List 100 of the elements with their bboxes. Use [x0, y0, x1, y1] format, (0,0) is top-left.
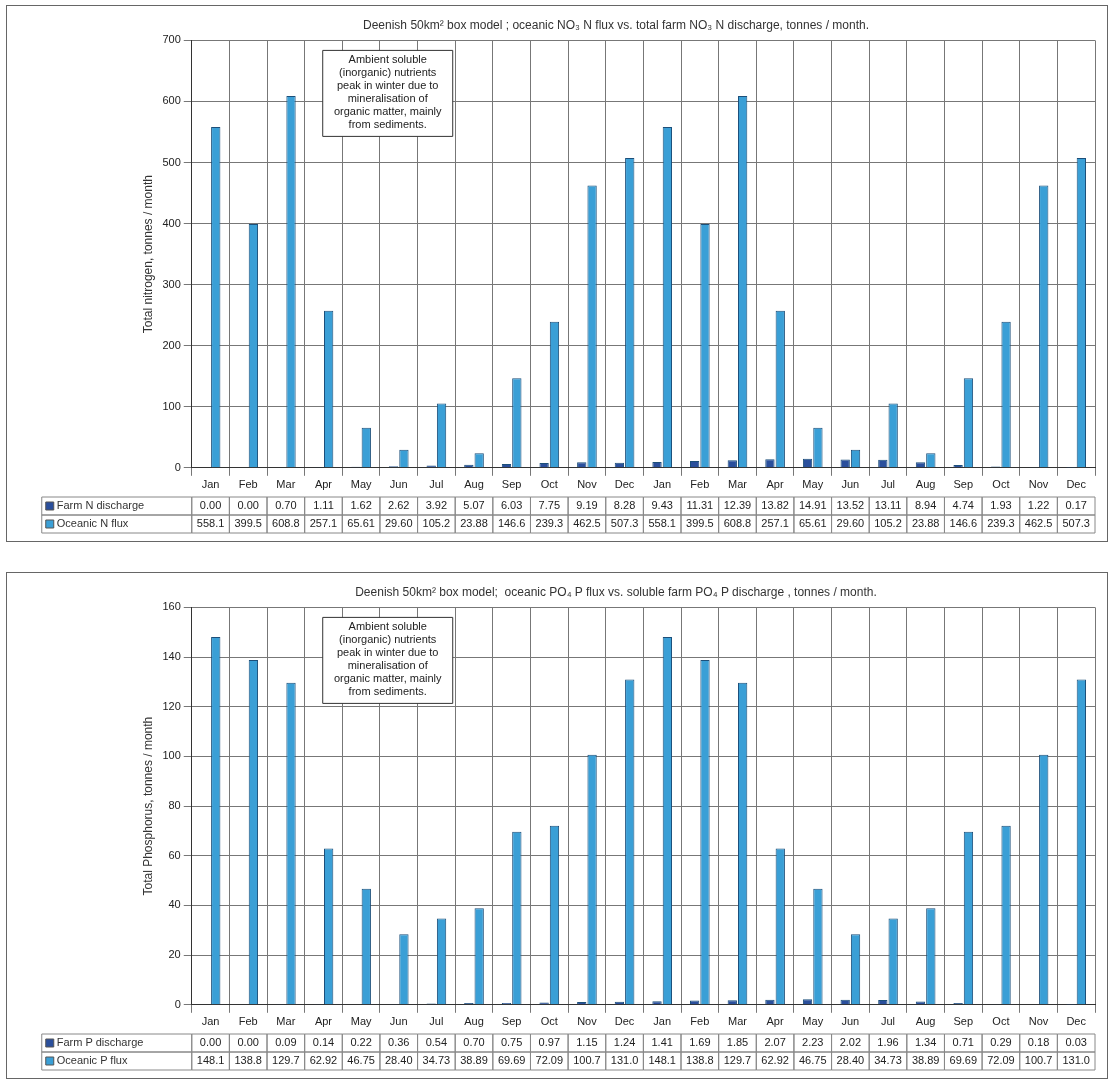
y-tick-label: 100: [162, 399, 181, 412]
data-label: 239.3: [987, 517, 1015, 530]
chart-title: Deenish 50km² box model ; oceanic NO₃ N flux vs. total farm NO₃ N discharge, tonnes / month.: [363, 17, 869, 32]
data-label: 1.62: [350, 499, 372, 512]
x-tick-label: Jun: [389, 1015, 408, 1028]
x-tick-label: Sep: [501, 1015, 522, 1028]
x-tick-label: Jan: [653, 478, 672, 491]
legend-label: Oceanic P flux: [56, 1054, 128, 1067]
data-label: 8.94: [914, 499, 937, 512]
data-label: 1.15: [576, 1036, 598, 1049]
data-label: 29.60: [836, 517, 865, 530]
data-label: 105.2: [874, 517, 902, 530]
x-tick-label: Oct: [540, 478, 558, 491]
x-tick-label: Dec: [614, 478, 635, 491]
x-tick-label: Feb: [690, 1015, 710, 1028]
data-label: 11.31: [686, 499, 714, 512]
data-label: 1.69: [689, 1036, 711, 1049]
data-label: 257.1: [761, 517, 789, 530]
data-label: 62.92: [761, 1054, 789, 1067]
data-label: 23.88: [460, 517, 488, 530]
data-label: 2.02: [839, 1036, 862, 1049]
data-label: 0.00: [199, 1036, 222, 1049]
data-label: 0.18: [1027, 1036, 1050, 1049]
data-label: 2.23: [802, 1036, 824, 1049]
x-tick-label: Apr: [314, 478, 333, 491]
y-tick-label: 0: [174, 997, 181, 1010]
x-tick-label: Nov: [577, 1015, 598, 1028]
y-tick-label: 120: [162, 699, 181, 712]
x-tick-label: Jul: [429, 478, 444, 491]
data-label: 100.7: [1024, 1054, 1053, 1067]
data-label: 131.0: [610, 1054, 639, 1067]
y-tick-label: 40: [168, 898, 181, 911]
x-tick-label: Dec: [614, 1015, 635, 1028]
data-label: 608.8: [272, 517, 300, 530]
data-label: 34.73: [874, 1054, 902, 1067]
x-tick-label: Jan: [201, 478, 220, 491]
data-label: 28.40: [836, 1054, 865, 1067]
data-label: 46.75: [347, 1054, 375, 1067]
x-tick-label: Jun: [389, 478, 408, 491]
data-label: 0.09: [275, 1036, 297, 1049]
legend-label: Oceanic N flux: [56, 517, 129, 530]
data-label: 558.1: [648, 517, 676, 530]
data-label: 13.82: [761, 499, 789, 512]
x-tick-label: Dec: [1066, 478, 1087, 491]
x-tick-label: Jan: [653, 1015, 672, 1028]
x-tick-label: Aug: [464, 478, 484, 491]
data-label: 29.60: [384, 517, 413, 530]
y-tick-label: 400: [162, 216, 181, 229]
data-label: 148.1: [196, 1054, 225, 1067]
data-label: 0.70: [463, 1036, 485, 1049]
data-label: 9.19: [576, 499, 598, 512]
x-tick-label: May: [802, 478, 824, 491]
data-label: 399.5: [686, 517, 714, 530]
data-label: 12.39: [723, 499, 752, 512]
data-label: 148.1: [648, 1054, 676, 1067]
data-label: 28.40: [384, 1054, 413, 1067]
x-tick-label: Jul: [880, 478, 896, 491]
x-tick-label: Mar: [276, 1015, 296, 1028]
data-label: 507.3: [1062, 517, 1090, 530]
data-label: 65.61: [798, 517, 827, 530]
data-label: 0.14: [312, 1036, 335, 1049]
y-tick-label: 0: [174, 460, 181, 473]
data-label: 62.92: [309, 1054, 338, 1067]
data-label: 46.75: [798, 1054, 827, 1067]
data-label: 0.36: [388, 1036, 410, 1049]
y-tick-label: 600: [162, 94, 181, 107]
x-tick-label: May: [350, 1015, 372, 1028]
data-label: 38.89: [911, 1054, 940, 1067]
data-label: 1.41: [651, 1036, 673, 1049]
data-label: 138.8: [234, 1054, 262, 1067]
data-label: 129.7: [723, 1054, 752, 1067]
annotation: Ambient soluble (inorganic) nutrients peak in winter due to mineralisation of organic matter, mainly from sediments.: [333, 52, 443, 130]
x-tick-label: Nov: [1028, 1015, 1049, 1028]
x-tick-label: Oct: [540, 1015, 558, 1028]
x-tick-label: Nov: [577, 478, 598, 491]
x-tick-label: Mar: [276, 478, 296, 491]
y-tick-label: 160: [162, 600, 181, 613]
x-tick-label: Sep: [953, 1015, 974, 1028]
data-label: 4.74: [952, 499, 974, 512]
x-tick-label: Dec: [1066, 1015, 1087, 1028]
data-label: 1.24: [613, 1036, 636, 1049]
x-tick-label: Jun: [841, 1015, 860, 1028]
data-label: 1.34: [914, 1036, 937, 1049]
data-label: 23.88: [911, 517, 940, 530]
y-tick-label: 20: [168, 948, 181, 961]
data-label: 69.69: [949, 1054, 978, 1067]
data-label: 105.2: [422, 517, 451, 530]
x-tick-label: Jul: [880, 1015, 896, 1028]
x-tick-label: Jan: [201, 1015, 220, 1028]
data-label: 13.52: [836, 499, 865, 512]
data-label: 462.5: [1024, 517, 1053, 530]
data-label: 5.07: [463, 499, 485, 512]
data-label: 0.00: [199, 499, 222, 512]
annotation: Ambient soluble (inorganic) nutrients peak in winter due to mineralisation of organic matter, mainly from sediments.: [333, 619, 443, 697]
data-label: 14.91: [798, 499, 827, 512]
x-tick-label: Apr: [766, 478, 784, 491]
data-label: 100.7: [573, 1054, 601, 1067]
x-tick-label: Apr: [314, 1015, 333, 1028]
data-label: 1.22: [1027, 499, 1050, 512]
data-label: 0.22: [350, 1036, 372, 1049]
